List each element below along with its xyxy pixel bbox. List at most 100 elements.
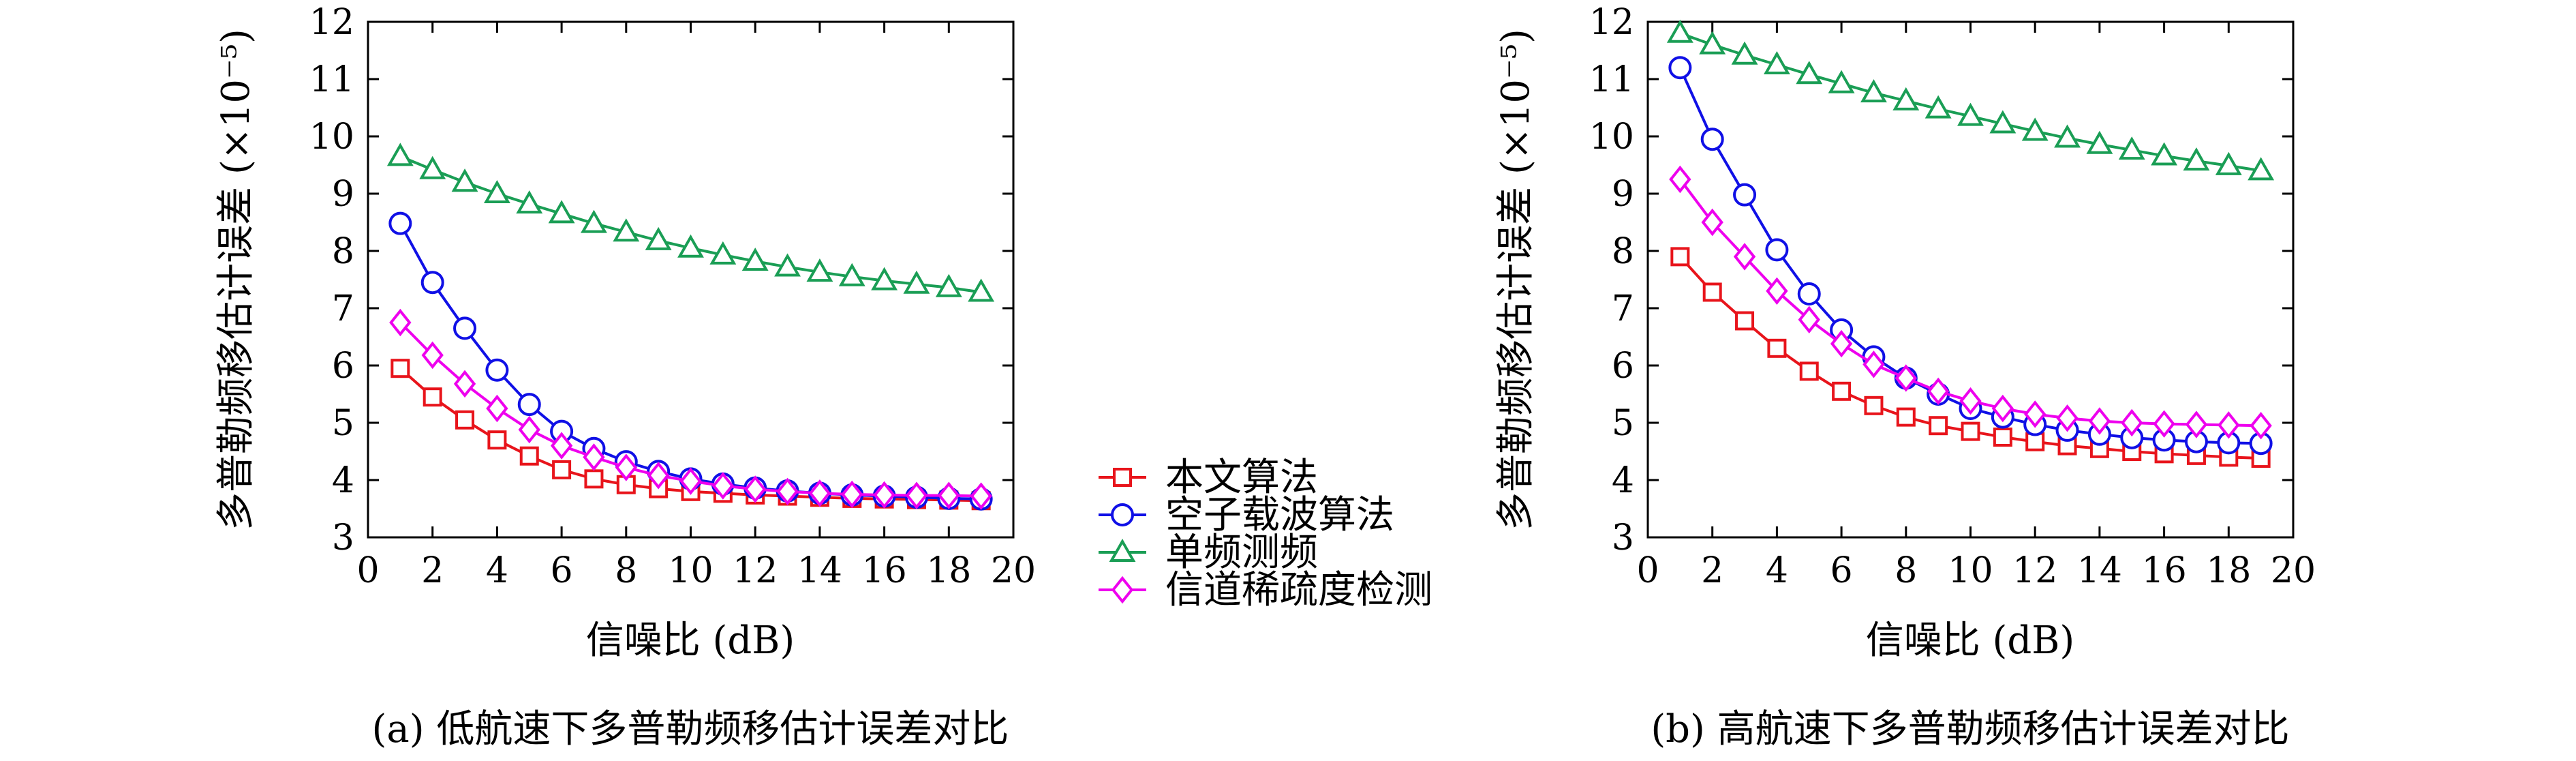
data-point-triangle-marker xyxy=(1731,41,1758,65)
x-tick-label: 0 xyxy=(1636,550,1659,591)
data-point-diamond-marker xyxy=(2218,411,2240,439)
data-point-diamond-marker xyxy=(841,480,863,509)
data-point-triangle-marker xyxy=(709,241,737,265)
x-tick-label: 12 xyxy=(2012,550,2057,591)
data-point-triangle-marker xyxy=(1989,110,2017,134)
data-point-triangle-marker xyxy=(1828,70,1855,93)
panel-a-x-axis-label: 信噪比 (dB) xyxy=(586,618,795,663)
data-point-diamond-marker xyxy=(1895,364,1917,392)
data-point-triangle-marker xyxy=(483,179,510,203)
data-point-diamond-marker xyxy=(389,308,412,337)
y-tick-label: 12 xyxy=(1589,2,1634,43)
data-point-square-marker xyxy=(1670,247,1690,267)
data-point-diamond-marker xyxy=(938,481,960,509)
data-point-triangle-marker xyxy=(1666,19,1693,43)
data-point-triangle-marker xyxy=(1957,102,1984,126)
data-point-diamond-marker xyxy=(1701,208,1723,237)
data-point-diamond-marker xyxy=(744,475,767,503)
x-tick-label: 8 xyxy=(615,550,637,591)
series-4 xyxy=(1669,165,2272,440)
panel-b-x-ticks: 0 2 4 6 8 10 12 14 16 18 20 xyxy=(1636,22,2316,591)
data-point-triangle-marker xyxy=(451,168,478,192)
data-point-triangle-marker xyxy=(806,258,833,282)
x-tick-label: 20 xyxy=(991,550,1036,591)
x-tick-label: 6 xyxy=(1830,550,1853,591)
data-point-diamond-marker xyxy=(647,462,670,490)
y-tick-label: 3 xyxy=(332,518,354,558)
data-point-diamond-marker xyxy=(2153,410,2175,438)
data-point-diamond-marker xyxy=(453,370,476,398)
legend-item: 单频测频 xyxy=(1099,531,1318,575)
panel-a: 3 4 5 6 7 8 9 10 11 12 0 2 4 6 8 10 12 14 16 18 20 信噪比 (dB)… xyxy=(214,2,1036,751)
data-point-diamond-marker xyxy=(873,481,895,509)
series-1 xyxy=(1670,247,2271,468)
panel-a-x-ticks: 0 2 4 6 8 10 12 14 16 18 20 xyxy=(356,22,1036,591)
data-point-square-marker xyxy=(423,387,442,407)
data-point-triangle-marker xyxy=(677,234,704,258)
data-point-triangle-marker xyxy=(2248,157,2275,181)
y-tick-label: 8 xyxy=(332,231,354,272)
data-point-diamond-marker xyxy=(550,432,573,460)
x-tick-label: 2 xyxy=(421,550,444,591)
y-tick-label: 12 xyxy=(309,2,354,43)
data-point-triangle-marker xyxy=(1699,31,1726,55)
data-point-triangle-marker xyxy=(1796,61,1823,85)
data-point-diamond-marker xyxy=(1669,165,1691,194)
data-point-square-marker xyxy=(1961,421,1980,441)
x-tick-label: 10 xyxy=(1948,550,1993,591)
y-tick-label: 10 xyxy=(1589,117,1634,158)
x-tick-label: 6 xyxy=(551,550,573,591)
panel-a-series xyxy=(386,143,995,511)
data-point-triangle-marker xyxy=(2118,136,2145,160)
y-tick-label: 4 xyxy=(332,460,354,501)
x-tick-label: 14 xyxy=(797,550,842,591)
data-point-square-marker xyxy=(1896,407,1916,427)
data-point-triangle-marker xyxy=(871,267,898,290)
data-point-diamond-marker xyxy=(905,481,928,509)
legend-label: 本文算法 xyxy=(1165,456,1318,500)
series-3-line xyxy=(1679,31,2261,173)
x-tick-label: 4 xyxy=(1766,550,1788,591)
y-tick-label: 7 xyxy=(332,288,354,329)
panel-a-caption: (a) 低航速下多普勒频移估计误差对比 xyxy=(372,707,1009,751)
data-point-square-marker xyxy=(1832,381,1852,401)
panel-b: 3 4 5 6 7 8 9 10 11 12 0 2 4 6 8 10 12 14 16 18 20 信噪比 (dB)… xyxy=(1494,2,2316,751)
y-tick-label: 7 xyxy=(1612,288,1634,329)
panel-b-x-axis-label: 信噪比 (dB) xyxy=(1866,618,2075,663)
data-point-diamond-marker xyxy=(518,415,540,444)
y-tick-label: 5 xyxy=(332,403,354,444)
data-point-diamond-marker xyxy=(2121,408,2143,437)
data-point-square-marker xyxy=(1929,416,1948,436)
y-tick-label: 9 xyxy=(332,174,354,215)
panel-b-y-axis-label: 多普勒频移估计误差 (×10⁻⁵) xyxy=(1494,29,1538,531)
x-tick-label: 0 xyxy=(356,550,379,591)
data-point-triangle-marker xyxy=(645,226,672,250)
y-tick-label: 6 xyxy=(1612,346,1634,387)
y-tick-label: 4 xyxy=(1612,460,1634,501)
y-tick-label: 10 xyxy=(309,117,354,158)
data-point-square-marker xyxy=(1702,282,1722,302)
x-tick-label: 12 xyxy=(733,550,778,591)
series-3-line xyxy=(399,155,981,294)
legend-label: 单频测频 xyxy=(1165,531,1318,575)
y-tick-label: 8 xyxy=(1612,231,1634,272)
panel-a-y-ticks: 3 4 5 6 7 8 9 10 11 12 xyxy=(309,2,1013,558)
legend-item: 本文算法 xyxy=(1099,456,1318,500)
data-point-triangle-marker xyxy=(548,200,575,224)
data-point-triangle-marker xyxy=(1763,50,1790,74)
data-point-triangle-marker xyxy=(1925,95,1952,119)
data-point-circle-marker xyxy=(388,211,412,235)
data-point-diamond-marker xyxy=(711,472,735,500)
data-point-triangle-marker xyxy=(2054,124,2081,148)
y-tick-label: 11 xyxy=(309,59,354,100)
data-point-diamond-marker xyxy=(1766,277,1788,305)
x-tick-label: 16 xyxy=(2142,550,2187,591)
data-point-triangle-marker xyxy=(774,253,801,277)
data-point-square-marker xyxy=(584,469,604,489)
data-point-square-marker xyxy=(487,430,507,450)
data-point-diamond-marker xyxy=(421,341,444,370)
x-tick-label: 10 xyxy=(668,550,713,591)
y-tick-label: 11 xyxy=(1589,59,1634,100)
data-point-square-marker xyxy=(1799,361,1819,381)
